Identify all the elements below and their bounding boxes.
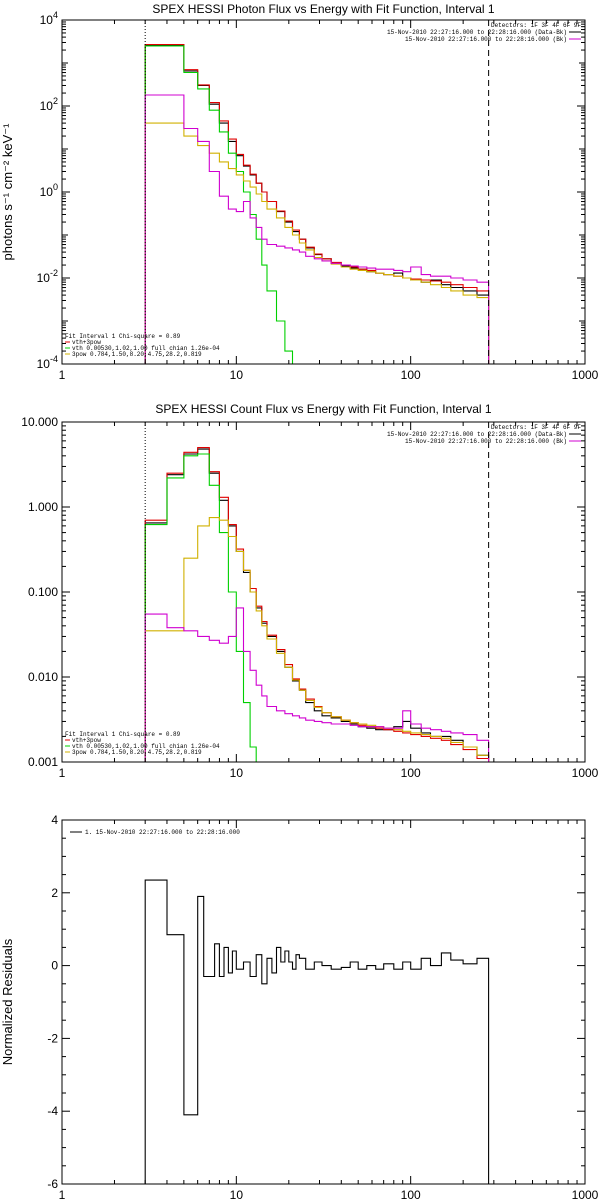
series-line-1 bbox=[144, 44, 490, 364]
legend-entry: 15-Nov-2010 22:27:16.000 to 22:28:16.000… bbox=[405, 36, 567, 43]
legend-entry: 15-Nov-2010 22:27:16.000 to 22:28:16.000… bbox=[387, 431, 567, 438]
y-tick-label: -2 bbox=[47, 1031, 58, 1045]
x-tick-label: 100 bbox=[401, 368, 421, 382]
legend-entry: 15-Nov-2010 22:27:16.000 to 22:28:16.000… bbox=[387, 29, 567, 36]
x-tick-label: 1 bbox=[59, 368, 66, 382]
y-tick-label: 0 bbox=[51, 959, 58, 973]
series-line-2 bbox=[144, 447, 490, 762]
x-tick-label: 100 bbox=[401, 1188, 421, 1200]
x-tick-label: 1 bbox=[59, 1188, 66, 1200]
chart-panel-2: SPEX HESSI Count Flux vs Energy with Fit… bbox=[21, 402, 599, 780]
y-tick-label: 10.000 bbox=[21, 415, 58, 429]
y-tick-label: 1.000 bbox=[28, 500, 58, 514]
y-axis-label: photons s⁻¹ cm⁻² keV⁻¹ bbox=[0, 123, 15, 261]
y-tick-label: 0.100 bbox=[28, 585, 58, 599]
legend-entry: 15-Nov-2010 22:27:16.000 to 22:28:16.000… bbox=[405, 438, 567, 445]
chart-title: SPEX HESSI Photon Flux vs Energy with Fi… bbox=[152, 2, 494, 16]
series-line-2 bbox=[144, 43, 490, 364]
series-line-5 bbox=[144, 607, 490, 762]
series-line-5 bbox=[144, 94, 490, 364]
legend-entry: vth+3pow bbox=[72, 737, 101, 744]
x-tick-label: 100 bbox=[401, 766, 421, 780]
chart-panel-1: SPEX HESSI Photon Flux vs Energy with Fi… bbox=[0, 2, 599, 382]
legend-entry: vth 0.00530,1.02,1.00 full chian 1.26e-0… bbox=[72, 743, 220, 750]
y-tick-label: 0.010 bbox=[28, 670, 58, 684]
legend-entry: vth 0.00530,1.02,1.00 full chian 1.26e-0… bbox=[72, 345, 220, 352]
y-tick-label: 104 bbox=[40, 10, 58, 27]
legend-entry: Fit Interval 1 Chi-square = 0.89 bbox=[65, 333, 181, 340]
series-line-3 bbox=[144, 453, 257, 762]
x-tick-label: 1000 bbox=[572, 1188, 599, 1200]
x-tick-label: 1 bbox=[59, 766, 66, 780]
y-tick-label: -4 bbox=[47, 1104, 58, 1118]
y-tick-label: 10-2 bbox=[37, 268, 58, 285]
series-line-1 bbox=[144, 448, 490, 762]
y-axis-label: Normalized Residuals bbox=[0, 938, 15, 1065]
legend-entry: 3pow 0.784,1.50,8.20,4.75,28.2,0.819 bbox=[72, 749, 202, 756]
y-tick-label: 10-4 bbox=[37, 354, 58, 371]
plot-frame bbox=[61, 819, 586, 1185]
chart-panel-3: 1 10 100 1000 -6 -4 -2 0 2 4 Normalized Residuals 1… bbox=[0, 813, 599, 1200]
x-tick-label: 1000 bbox=[572, 368, 599, 382]
series-group bbox=[144, 447, 490, 762]
series-group bbox=[144, 879, 490, 1184]
series-line-4 bbox=[144, 122, 490, 364]
x-tick-label: 10 bbox=[230, 766, 244, 780]
y-tick-label: 2 bbox=[51, 886, 58, 900]
chart-title: SPEX HESSI Count Flux vs Energy with Fit… bbox=[155, 402, 491, 416]
y-tick-label: 0.001 bbox=[28, 755, 58, 769]
series-group bbox=[144, 43, 490, 364]
y-tick-label: -6 bbox=[47, 1177, 58, 1191]
x-tick-label: 10 bbox=[230, 368, 244, 382]
legend-entry: vth+3pow bbox=[72, 339, 101, 346]
legend-entry: Detectors: 1F 3F 4F 6F 9F bbox=[491, 22, 581, 29]
plot-frame bbox=[61, 19, 586, 365]
legend-entry: 3pow 0.784,1.50,8.20,4.75,28.2,0.819 bbox=[72, 351, 202, 358]
plot-frame bbox=[61, 421, 586, 763]
x-tick-label: 10 bbox=[230, 1188, 244, 1200]
x-tick-label: 1000 bbox=[572, 766, 599, 780]
y-tick-label: 4 bbox=[51, 813, 58, 827]
legend-entry: 1. 15-Nov-2010 22:27:16.000 to 22:28:16.… bbox=[85, 829, 240, 836]
y-tick-label: 102 bbox=[40, 96, 58, 113]
legend-entry: Fit Interval 1 Chi-square = 0.89 bbox=[65, 731, 181, 738]
series-line-1 bbox=[144, 879, 490, 1184]
legend-entry: Detectors: 1F 3F 4F 6F 9F bbox=[491, 424, 581, 431]
y-tick-label: 100 bbox=[40, 182, 58, 199]
series-line-4 bbox=[144, 517, 490, 762]
